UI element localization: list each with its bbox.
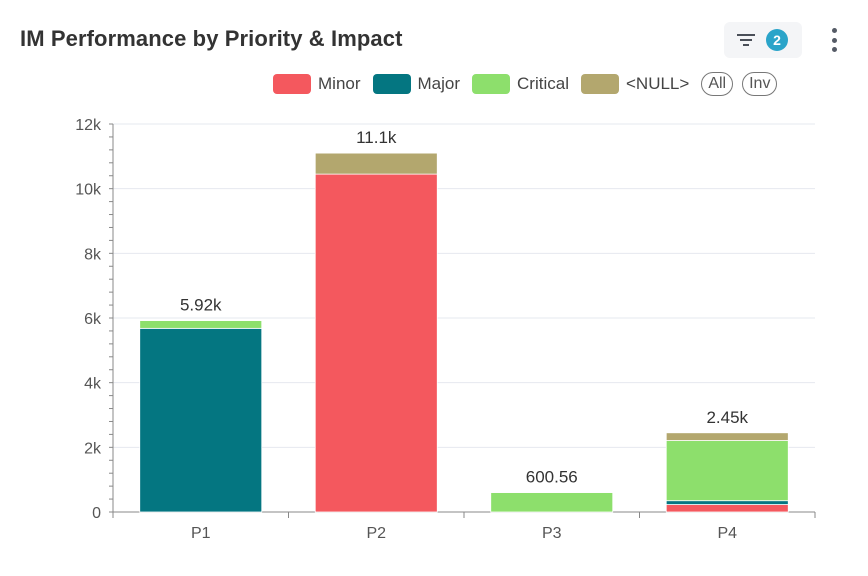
bar-total-label: 600.56 xyxy=(526,468,578,487)
legend-all-button[interactable]: All xyxy=(701,72,734,96)
bar-total-label: 11.1k xyxy=(356,128,397,147)
more-options-button[interactable] xyxy=(825,26,843,54)
y-tick-label: 10k xyxy=(75,182,102,199)
x-tick-label: P4 xyxy=(717,525,737,542)
bar-total-label: 2.45k xyxy=(706,408,748,427)
y-tick-label: 8k xyxy=(84,246,102,263)
y-tick-label: 6k xyxy=(84,311,102,328)
x-tick-label: P2 xyxy=(366,525,386,542)
kebab-dot-icon xyxy=(831,28,837,33)
legend-swatch-null xyxy=(580,74,619,94)
chart-title: IM Performance by Priority & Impact xyxy=(20,26,403,51)
bar-segment-major-p4 xyxy=(665,500,789,505)
kebab-dot-icon xyxy=(831,47,837,52)
y-tick-label: 2k xyxy=(84,440,102,457)
bar-segment-critical-p3 xyxy=(490,492,614,513)
bar-segment-critical-p4 xyxy=(665,440,789,502)
bar-segment-minor-p4 xyxy=(665,504,789,513)
legend-label-critical: Critical xyxy=(517,74,569,93)
legend-swatch-critical xyxy=(472,74,511,94)
legend-item-null[interactable]: <NULL> xyxy=(580,74,690,94)
x-tick-label: P3 xyxy=(542,525,562,542)
filter-count-badge: 2 xyxy=(766,29,788,51)
y-tick-label: 0 xyxy=(92,505,101,522)
bar-segment-null-p2 xyxy=(314,152,438,175)
kebab-dot-icon xyxy=(831,37,837,43)
legend: Minor Major Critical <NULL> All Inv xyxy=(273,72,786,96)
x-tick-label: P1 xyxy=(191,525,211,542)
legend-item-minor[interactable]: Minor xyxy=(273,74,361,94)
legend-label-null: <NULL> xyxy=(625,74,690,93)
filter-button[interactable]: 2 xyxy=(724,22,802,58)
y-tick-label: 12k xyxy=(75,117,102,134)
bar-segment-major-p1 xyxy=(139,327,263,513)
y-tick-label: 4k xyxy=(84,376,102,393)
bar-segment-minor-p2 xyxy=(314,173,438,513)
legend-item-major[interactable]: Major xyxy=(372,74,461,94)
legend-label-minor: Minor xyxy=(318,74,361,93)
legend-item-critical[interactable]: Critical xyxy=(472,74,569,94)
bar-segment-null-p4 xyxy=(665,432,789,441)
filter-icon xyxy=(737,34,755,46)
legend-label-major: Major xyxy=(417,74,461,93)
legend-swatch-major xyxy=(372,74,411,94)
bar-total-label: 5.92k xyxy=(180,296,222,315)
legend-swatch-minor xyxy=(273,74,311,94)
legend-invert-button[interactable]: Inv xyxy=(742,72,778,96)
bar-segment-critical-p1 xyxy=(139,320,263,329)
